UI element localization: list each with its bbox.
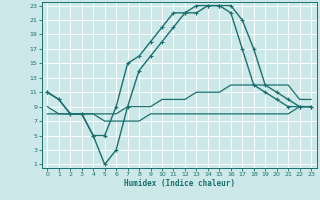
X-axis label: Humidex (Indice chaleur): Humidex (Indice chaleur): [124, 179, 235, 188]
